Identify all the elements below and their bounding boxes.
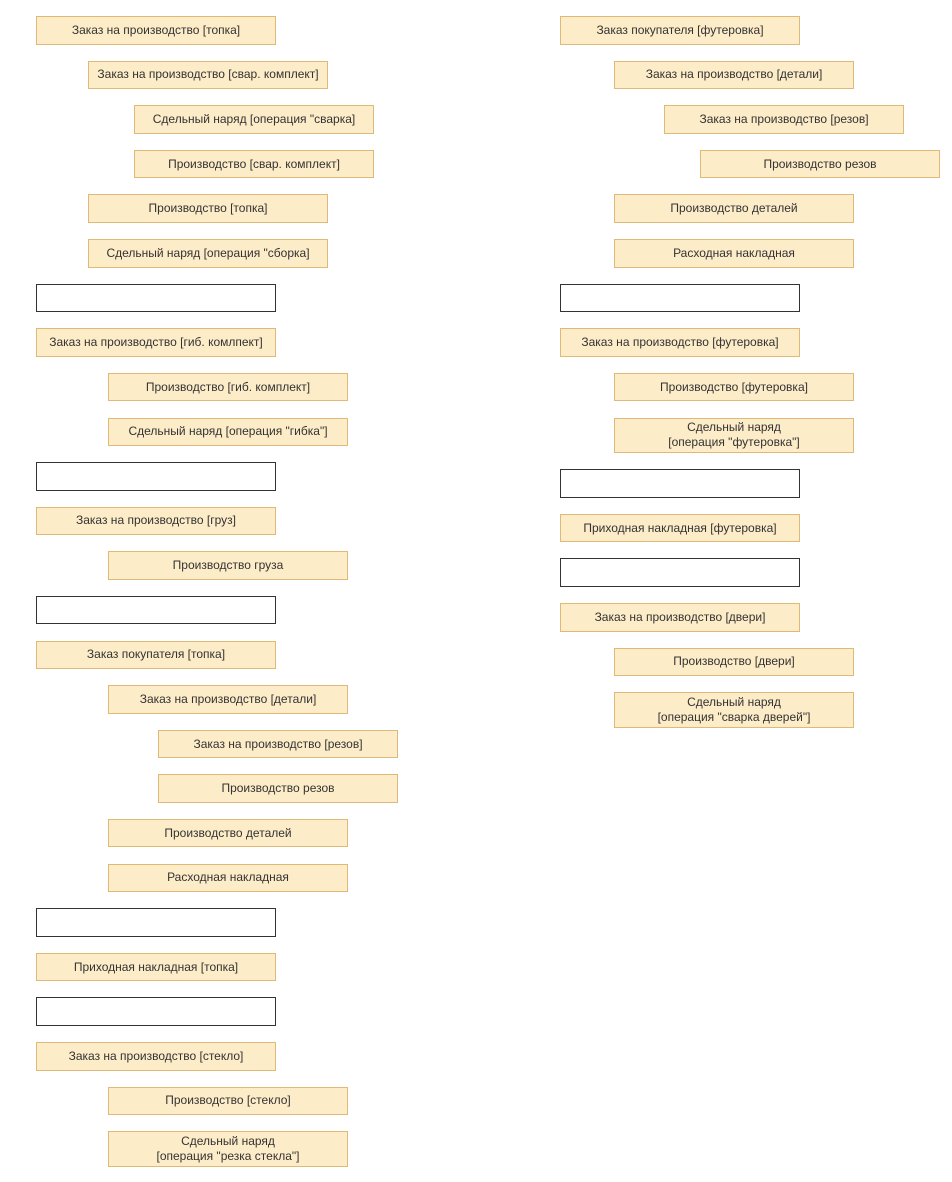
flow-node-r11 bbox=[560, 469, 800, 498]
flow-node-l21 bbox=[36, 908, 276, 937]
flow-node-l10: Сдельный наряд [операция "гибка"] bbox=[108, 418, 348, 447]
flow-node-r13 bbox=[560, 558, 800, 587]
flow-node-r14: Заказ на производство [двери] bbox=[560, 603, 800, 632]
flow-node-l24: Заказ на производство [стекло] bbox=[36, 1042, 276, 1071]
flow-node-r12: Приходная накладная [футеровка] bbox=[560, 514, 800, 543]
flow-node-l05: Производство [топка] bbox=[88, 194, 328, 223]
flow-node-l20: Расходная накладная bbox=[108, 864, 348, 893]
flow-node-l03: Сдельный наряд [операция "сварка] bbox=[134, 105, 374, 134]
flow-node-l08: Заказ на производство [гиб. комлпект] bbox=[36, 328, 276, 357]
flow-node-l23 bbox=[36, 997, 276, 1026]
flow-node-l12: Заказ на производство [груз] bbox=[36, 507, 276, 536]
flow-node-l17: Заказ на производство [резов] bbox=[158, 730, 398, 759]
flow-node-l26: Сдельный наряд [операция "резка стекла"] bbox=[108, 1131, 348, 1167]
flow-node-l16: Заказ на производство [детали] bbox=[108, 685, 348, 714]
flow-node-r06: Расходная накладная bbox=[614, 239, 854, 268]
flow-node-r01: Заказ покупателя [футеровка] bbox=[560, 16, 800, 45]
flow-node-r03: Заказ на производство [резов] bbox=[664, 105, 904, 134]
flow-node-l01: Заказ на производство [топка] bbox=[36, 16, 276, 45]
flow-node-r04: Производство резов bbox=[700, 150, 940, 179]
flow-node-r15: Производство [двери] bbox=[614, 648, 854, 677]
flow-node-l14 bbox=[36, 596, 276, 625]
flow-node-r07 bbox=[560, 284, 800, 313]
flow-node-l15: Заказ покупателя [топка] bbox=[36, 641, 276, 670]
flow-node-l09: Производство [гиб. комплект] bbox=[108, 373, 348, 402]
diagram-canvas: Заказ на производство [топка] Заказ на пр… bbox=[0, 0, 952, 1182]
flow-node-l02: Заказ на производство [свар. комплект] bbox=[88, 61, 328, 90]
flow-node-l22: Приходная накладная [топка] bbox=[36, 953, 276, 982]
flow-node-r08: Заказ на производство [футеровка] bbox=[560, 328, 800, 357]
flow-node-r05: Производство деталей bbox=[614, 194, 854, 223]
flow-node-l19: Производство деталей bbox=[108, 819, 348, 848]
flow-node-l11 bbox=[36, 462, 276, 491]
flow-node-l04: Производство [свар. комплект] bbox=[134, 150, 374, 179]
flow-node-l18: Производство резов bbox=[158, 774, 398, 803]
flow-node-r09: Производство [футеровка] bbox=[614, 373, 854, 402]
flow-node-l07 bbox=[36, 284, 276, 313]
flow-node-r16: Сдельный наряд [операция "сварка дверей"… bbox=[614, 692, 854, 728]
flow-node-l06: Сдельный наряд [операция "сборка] bbox=[88, 239, 328, 268]
flow-node-l25: Производство [стекло] bbox=[108, 1087, 348, 1116]
flow-node-r02: Заказ на производство [детали] bbox=[614, 61, 854, 90]
flow-node-l13: Производство груза bbox=[108, 551, 348, 580]
flow-node-r10: Сдельный наряд [операция "футеровка"] bbox=[614, 418, 854, 454]
